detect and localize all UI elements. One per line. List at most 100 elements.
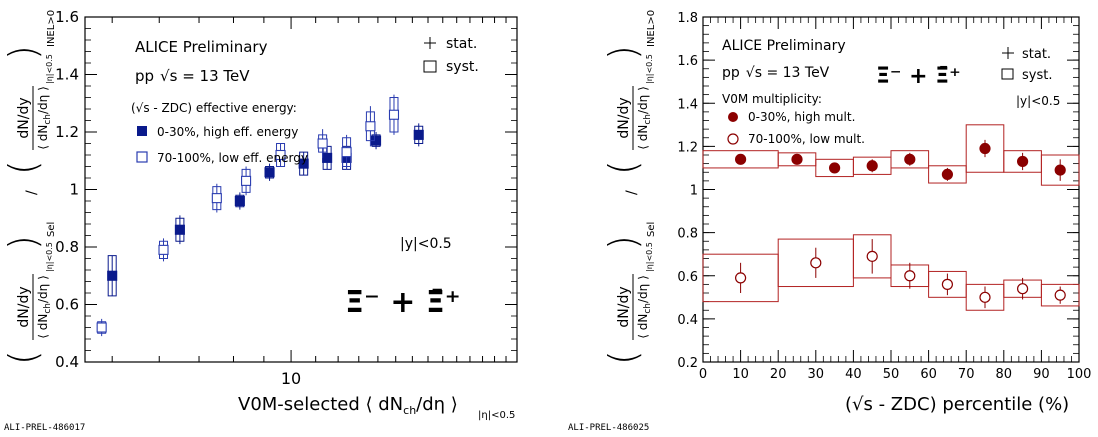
right-point-high (1016, 155, 1029, 168)
right-x-tick-label: 40 (845, 367, 862, 382)
right-syst-box (1040, 283, 1080, 307)
left-ylabel-top-den: ⟨ dNch/dη ⟩ (36, 86, 53, 150)
left-ylabel-bottom-den: ⟨ dNch/dη ⟩ (36, 275, 53, 339)
left-legend-high-label: 0-30%, high eff. energy (157, 125, 298, 139)
left-ylabel-bottom-range: |η|<0.5 (45, 242, 54, 272)
right-point-low (904, 270, 916, 282)
left-legend-header: (√s - ZDC) effective energy: (131, 101, 297, 115)
left-figure-id: ALI-PREL-486017 (4, 423, 85, 433)
left-ylabel-paren-open: ( (1, 350, 45, 365)
right-rapidity-label: |y|<0.5 (1016, 94, 1060, 108)
left-y-tick-label: 0.6 (55, 296, 79, 314)
left-y-tick-label: 1 (69, 181, 79, 199)
right-x-tick-label: 0 (699, 367, 707, 382)
right-syst-box (928, 165, 967, 184)
right-syst-box (965, 124, 1005, 173)
left-rapidity-label: |y|<0.5 (400, 236, 452, 252)
right-ylabel-sel: Sel (646, 222, 657, 237)
right-legend-high-label: 0-30%, high mult. (748, 110, 855, 124)
left-point-low (211, 193, 222, 204)
left-panel: 0.4 0.6 0.8 1 1.2 1.4 1.6 10 ( dN/dy ⟨ dNch/dη … (1, 8, 518, 433)
right-x-tick-label: 90 (1033, 367, 1050, 382)
right-x-tick-label: 100 (1067, 367, 1092, 382)
left-point-low (158, 244, 169, 255)
right-syst-box (890, 150, 930, 169)
right-ylabel-bottom-range: |η|<0.5 (645, 242, 654, 272)
left-x-tick-label: 10 (281, 369, 301, 388)
left-ylabel-top-num: dN/dy (16, 97, 32, 138)
right-point-high (866, 160, 878, 172)
right-point-low (1054, 289, 1066, 301)
left-point-low (388, 109, 400, 120)
right-point-low (734, 272, 747, 284)
left-point-high (322, 152, 333, 163)
left-ylabel-paren-open-2: ( (1, 160, 45, 175)
right-figure-id: ALI-PREL-486025 (568, 423, 649, 433)
right-x-tick-label: 30 (808, 367, 825, 382)
right-point-high (791, 153, 803, 165)
left-point-high (107, 270, 118, 281)
left-axis-ticks: 0.4 0.6 0.8 1 1.2 1.4 1.6 10 (55, 8, 518, 388)
right-ylabel-bottom-den: ⟨ dNch/dη ⟩ (636, 275, 653, 339)
left-legend-stat: stat. (446, 36, 477, 52)
left-point-high (264, 167, 275, 178)
left-y-axis-label: ( dN/dy ⟨ dNch/dη ⟩ |η|<0.5 ) Sel / ( dN… (1, 10, 57, 365)
right-title-alice: ALICE Preliminary (722, 38, 846, 54)
right-y-tick-label: 1.6 (677, 54, 698, 69)
left-y-tick-label: 1.2 (55, 123, 79, 141)
right-syst-box (852, 234, 892, 279)
right-x-axis-label: (√s - ZDC) percentile (%) (845, 394, 1069, 415)
right-legend-stat: stat. (1022, 47, 1051, 62)
left-point-low (365, 121, 376, 132)
right-syst-box (1040, 154, 1080, 186)
left-title-energy: pp √s = 13 TeV (135, 67, 250, 85)
left-point-high (413, 129, 424, 140)
right-ylabel-paren-open-2: ( (601, 160, 645, 175)
right-y-tick-label: 0.6 (677, 270, 698, 285)
left-y-tick-label: 0.8 (55, 238, 79, 256)
right-particle-label: Ξ⁻ + Ξ̄⁺ (876, 64, 961, 89)
right-y-tick-label: 0.4 (677, 313, 698, 328)
right-ylabel-top-num: dN/dy (616, 97, 632, 138)
left-ylabel-paren-close: ) (1, 235, 45, 250)
left-y-tick-label: 1.6 (55, 8, 79, 26)
left-y-tick-label: 0.4 (55, 353, 79, 371)
left-x-axis-label: V0M-selected ⟨ dNch/dη ⟩ (238, 394, 458, 417)
right-y-tick-label: 0.8 (677, 227, 698, 242)
right-legend-low-label: 70-100%, low mult. (748, 132, 865, 146)
right-point-high (979, 142, 991, 155)
right-y-tick-label: 1.2 (677, 140, 698, 155)
left-legend-high-marker (137, 126, 147, 136)
right-panel: 0.2 0.4 0.6 0.8 1 1.2 1.4 1.6 1.8 0 10 20 30 40 50 60 70… (568, 10, 1091, 433)
left-point-low (96, 322, 107, 333)
left-legend-low-label: 70-100%, low eff. energy (157, 151, 308, 165)
right-point-low (979, 291, 991, 303)
left-point-low (317, 138, 328, 149)
right-legend-syst: syst. (1022, 68, 1052, 83)
right-point-high (904, 153, 916, 165)
right-ylabel-top-range: |η|<0.5 (645, 54, 654, 84)
right-ylabel-paren-open: ( (601, 350, 645, 365)
right-point-low (1016, 283, 1029, 295)
left-data-marks (96, 94, 424, 337)
left-particle-label: Ξ⁻ + Ξ̄⁺ (345, 285, 461, 320)
right-syst-icon (1001, 68, 1014, 80)
left-point-high (174, 224, 185, 235)
right-title-energy: pp √s = 13 TeV (722, 65, 830, 81)
right-ylabel-inel: INEL>0 (646, 10, 657, 47)
right-y-axis-label: ( dN/dy ⟨ dNch/dη ⟩ |η|<0.5 ) Sel / ( dN… (601, 10, 657, 365)
right-ylabel-top-den: ⟨ dNch/dη ⟩ (636, 86, 653, 150)
right-point-high (828, 162, 841, 174)
left-ylabel-paren-close-2: ) (1, 45, 45, 60)
left-point-low (275, 149, 286, 161)
right-x-tick-label: 10 (732, 367, 749, 382)
right-x-tick-label: 70 (958, 367, 975, 382)
right-legend-high-marker (728, 112, 738, 122)
left-ylabel-bottom-num: dN/dy (16, 286, 32, 327)
right-point-low (810, 257, 822, 269)
right-legend-header: V0M multiplicity: (722, 92, 822, 106)
left-title-alice: ALICE Preliminary (135, 38, 268, 56)
left-ylabel-inel: INEL>0 (46, 10, 57, 47)
